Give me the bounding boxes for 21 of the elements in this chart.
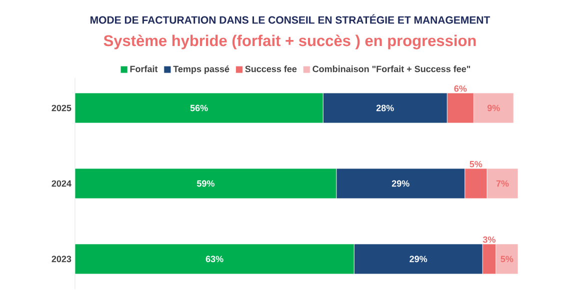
data-label: 3% <box>482 236 496 243</box>
data-label: 5% <box>470 160 482 168</box>
chart-title: MODE DE FACTURATION DANS LE CONSEIL EN STRATÉGIE ET MANAGEMENT <box>90 14 490 24</box>
y-tick-label: 2025 <box>52 104 72 112</box>
data-label: 59% <box>196 180 214 187</box>
data-label: 6% <box>454 85 467 92</box>
data-label: 9% <box>487 104 500 112</box>
legend-label: Success fee <box>245 66 297 72</box>
data-label: 29% <box>410 256 428 262</box>
legend-label: Combinaison "Forfait + Success fee" <box>312 66 470 72</box>
legend-label: Temps passé <box>173 66 230 74</box>
data-label: 5% <box>500 256 514 262</box>
chart-subtitle: Système hybride (forfait + succès ) en progression <box>104 34 476 50</box>
data-label: 63% <box>206 256 224 262</box>
y-tick-label: 2024 <box>52 180 72 187</box>
data-label: 7% <box>496 180 509 187</box>
data-label: 29% <box>392 180 410 187</box>
legend-label: Forfait <box>130 66 158 72</box>
y-tick-label: 2023 <box>52 256 72 262</box>
data-label: 28% <box>376 104 394 112</box>
data-label: 56% <box>190 104 208 112</box>
